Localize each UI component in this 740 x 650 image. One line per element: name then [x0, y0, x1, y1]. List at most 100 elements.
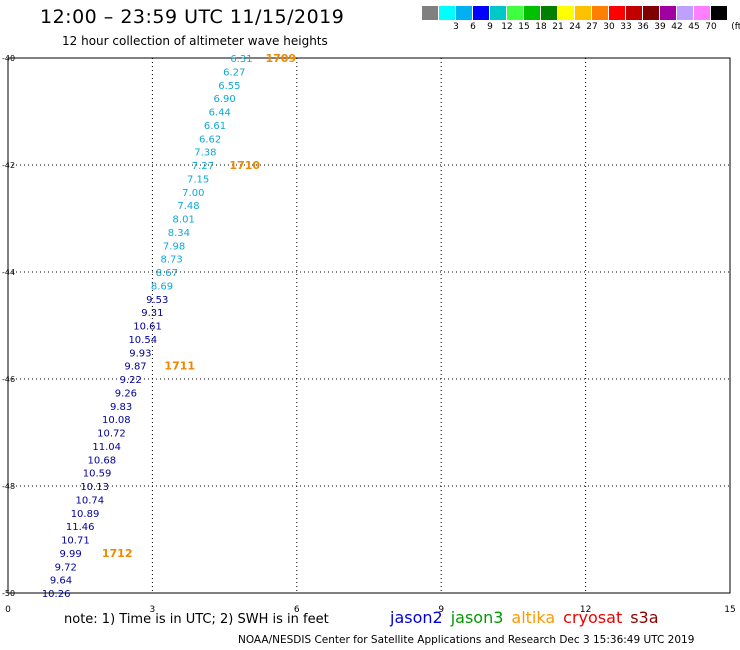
- legend-bin-label: 33: [620, 22, 632, 32]
- legend-swatch: [660, 6, 677, 20]
- y-tick-label: -48: [2, 482, 15, 491]
- swh-value: 10.89: [71, 509, 100, 520]
- time-label: 1710: [229, 159, 260, 172]
- legend-bin-label: 9: [487, 22, 493, 32]
- legend-bin-label: 45: [688, 22, 700, 32]
- swh-value: 9.99: [59, 549, 81, 560]
- legend-swatch: [575, 6, 592, 20]
- swh-value: 9.64: [50, 576, 72, 587]
- legend-bin-label: 6: [470, 22, 476, 32]
- swh-value: 10.74: [76, 495, 105, 506]
- y-tick-label: -40: [2, 54, 15, 63]
- time-label: 1711: [164, 360, 195, 373]
- swh-value: 7.48: [177, 201, 199, 212]
- swh-value: 9.72: [55, 562, 77, 573]
- swh-value: 10.71: [61, 536, 90, 547]
- x-tick-label: 15: [724, 605, 735, 612]
- swh-value: 6.90: [213, 94, 235, 105]
- swh-value: 10.59: [83, 469, 112, 480]
- legend-swatch: [694, 6, 711, 20]
- swh-value: 8.73: [161, 255, 183, 266]
- legend-bin-label: 18: [535, 22, 547, 32]
- satellite-jason2: jason2: [390, 608, 443, 627]
- legend-bin-label: 24: [569, 22, 581, 32]
- swh-value: 7.98: [163, 241, 185, 252]
- x-tick-label: 6: [294, 605, 300, 612]
- swh-value: 10.61: [133, 322, 162, 333]
- swh-value: 11.46: [66, 522, 95, 533]
- swh-value: 11.04: [92, 442, 121, 453]
- legend-swatch: [507, 6, 524, 20]
- swh-value: 10.68: [88, 455, 117, 466]
- swh-value: 10.72: [97, 429, 126, 440]
- legend-bin-label: 70: [705, 22, 717, 32]
- swh-value: 6.44: [209, 108, 231, 119]
- time-label: 1709: [266, 52, 297, 65]
- swh-value: 6.61: [204, 121, 226, 132]
- swh-value: 7.38: [194, 148, 216, 159]
- legend-swatch: [677, 6, 694, 20]
- swh-value: 9.83: [110, 402, 132, 413]
- legend-bin-label: 3: [453, 22, 459, 32]
- x-tick-label: 3: [150, 605, 156, 612]
- swh-value: 8.34: [168, 228, 190, 239]
- swh-value: 7.15: [187, 174, 209, 185]
- satellite-altika: altika: [511, 608, 556, 627]
- legend-swatch: [643, 6, 660, 20]
- y-tick-label: -44: [2, 268, 15, 277]
- legend-bin-label: 21: [552, 22, 564, 32]
- legend-swatches: [422, 6, 728, 20]
- swh-value: 8.67: [156, 268, 178, 279]
- time-label: 1712: [102, 547, 133, 560]
- legend-swatch: [456, 6, 473, 20]
- x-tick-label: 0: [5, 605, 11, 612]
- legend-swatch: [609, 6, 626, 20]
- legend-swatch: [558, 6, 575, 20]
- swh-value: 6.31: [230, 54, 252, 65]
- swh-value: 8.01: [173, 215, 195, 226]
- altimeter-plot: 0 3 6 9 12 15 -40 -42 -44 -46 -48 -50 6.31 6.27 6.55 6.…: [2, 52, 736, 612]
- swh-value: 10.26: [42, 589, 71, 600]
- swh-value: 9.31: [141, 308, 163, 319]
- swh-value: 9.26: [115, 388, 137, 399]
- legend-swatch: [541, 6, 558, 20]
- legend-swatch: [626, 6, 643, 20]
- legend-bin-label: 12: [501, 22, 513, 32]
- swh-value: 9.87: [124, 362, 146, 373]
- legend-swatch: [439, 6, 456, 20]
- satellite-cryosat: cryosat: [563, 608, 623, 627]
- swh-value: 6.27: [223, 67, 245, 78]
- satellite-jason3: jason3: [450, 608, 504, 627]
- swh-value: 7.27: [192, 161, 214, 172]
- legend-unit: (ft): [731, 22, 740, 32]
- y-tick-label: -50: [2, 589, 15, 598]
- swh-value: 10.08: [102, 415, 131, 426]
- satellite-s3a: s3a: [630, 608, 659, 627]
- plot-frame: [7, 57, 731, 594]
- legend-swatch: [422, 6, 439, 20]
- legend-bin-label: 39: [654, 22, 666, 32]
- legend-swatch: [524, 6, 541, 20]
- y-tick-label: -46: [2, 375, 15, 384]
- page-subtitle: 12 hour collection of altimeter wave hei…: [62, 34, 328, 48]
- page-title: 12:00 – 23:59 UTC 11/15/2019: [40, 6, 345, 28]
- legend-bin-label: 42: [671, 22, 683, 32]
- footer-note: note: 1) Time is in UTC; 2) SWH is in fe…: [64, 612, 329, 627]
- legend-bin-label: 15: [518, 22, 530, 32]
- legend-swatch: [711, 6, 728, 20]
- swh-value: 6.55: [218, 81, 240, 92]
- swh-value: 6.62: [199, 134, 221, 145]
- credit-line: NOAA/NESDIS Center for Satellite Applica…: [238, 634, 695, 646]
- legend-swatch: [473, 6, 490, 20]
- legend-bin-label: 27: [586, 22, 598, 32]
- legend-swatch: [592, 6, 609, 20]
- y-tick-label: -42: [2, 161, 15, 170]
- satellite-legend: jason2 jason3 altika cryosat s3a: [390, 608, 667, 627]
- swh-value: 10.54: [128, 335, 157, 346]
- x-tick-label: 9: [438, 605, 444, 612]
- swh-value: 9.53: [146, 295, 168, 306]
- legend-bin-label: 30: [603, 22, 615, 32]
- swh-value: 9.22: [120, 375, 142, 386]
- swh-value: 7.00: [182, 188, 204, 199]
